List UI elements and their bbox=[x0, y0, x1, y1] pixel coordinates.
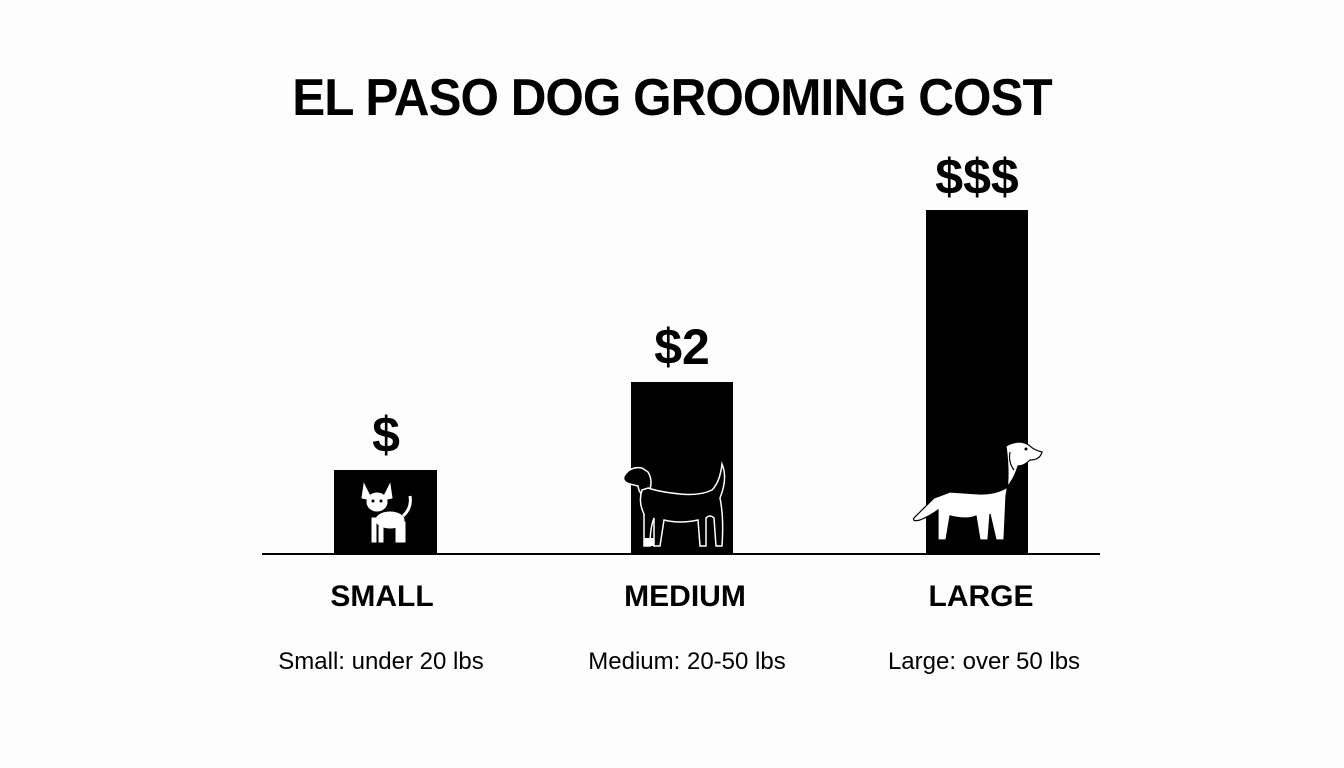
beagle-icon bbox=[622, 461, 726, 547]
price-label-small: $ bbox=[372, 407, 400, 463]
description-large: Large: over 50 lbs bbox=[887, 648, 1081, 675]
price-label-large: $$$ bbox=[935, 149, 1019, 205]
description-medium: Medium: 20-50 lbs bbox=[588, 648, 786, 675]
chihuahua-icon bbox=[361, 482, 412, 543]
price-label-medium: $2 bbox=[654, 319, 710, 375]
description-small: Small: under 20 lbs bbox=[278, 648, 484, 675]
category-label-small: SMALL bbox=[330, 580, 434, 613]
golden-retriever-icon bbox=[913, 441, 1043, 541]
chart-title: EL PASO DOG GROOMING COST bbox=[292, 69, 1052, 127]
category-label-medium: MEDIUM bbox=[624, 580, 746, 613]
x-axis-baseline bbox=[262, 553, 1100, 555]
category-label-large: LARGE bbox=[928, 580, 1034, 613]
